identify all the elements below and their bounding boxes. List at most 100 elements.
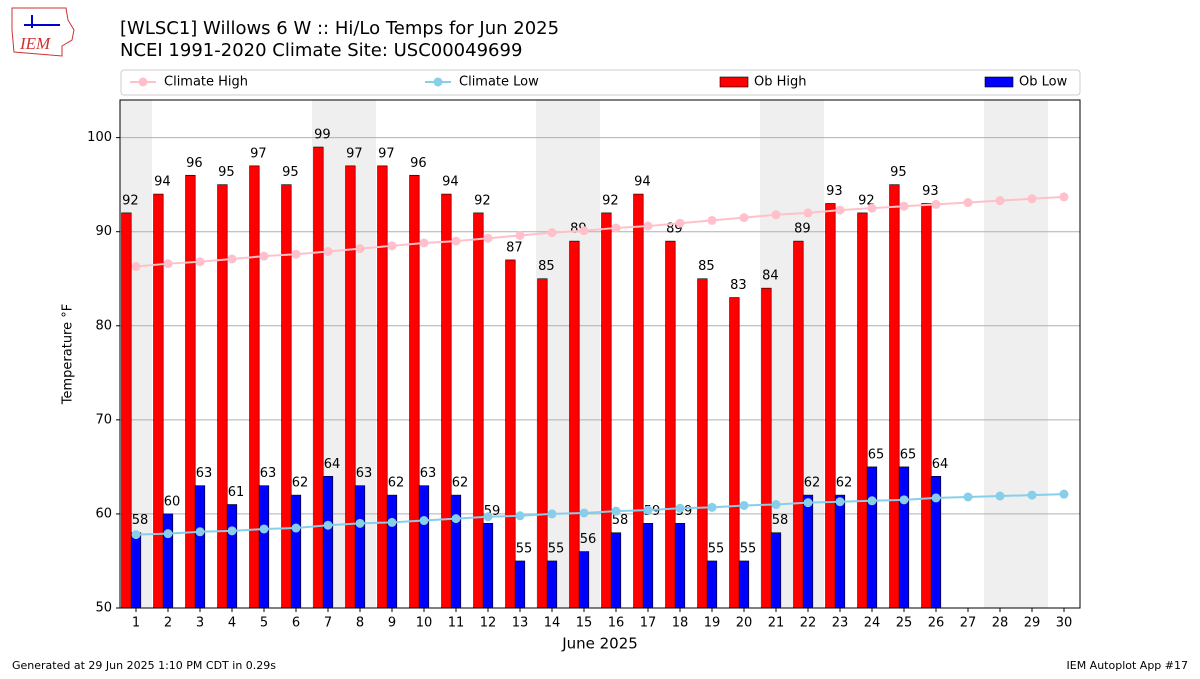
line-marker <box>387 517 397 527</box>
plot-frame <box>119 99 1081 609</box>
legend-swatch <box>719 76 749 88</box>
x-tick-label: 27 <box>960 616 977 631</box>
line-marker <box>611 223 621 233</box>
x-tick-label: 24 <box>864 616 881 631</box>
data-label: 83 <box>730 278 747 293</box>
bar <box>473 212 484 609</box>
legend-label: Climate High <box>164 75 248 90</box>
data-label: 62 <box>452 476 469 491</box>
line-marker <box>611 506 621 516</box>
data-label: 93 <box>826 184 843 199</box>
bar <box>409 174 420 609</box>
y-tick-label: 80 <box>95 318 112 333</box>
line-marker <box>323 246 333 256</box>
line-marker <box>579 226 589 236</box>
bar <box>738 560 750 609</box>
bar <box>313 146 324 609</box>
line-marker <box>451 236 461 246</box>
line-marker <box>707 215 717 225</box>
legend <box>120 69 1081 96</box>
data-label: 63 <box>196 466 213 481</box>
line-marker <box>963 492 973 502</box>
bar <box>642 523 654 609</box>
x-tick-label: 12 <box>480 616 497 631</box>
line <box>135 493 1065 536</box>
line-marker <box>707 502 717 512</box>
bar <box>729 297 740 609</box>
line-marker <box>995 196 1005 206</box>
footer-left: Generated at 29 Jun 2025 1:10 PM CDT in … <box>12 659 276 672</box>
x-tick-label: 29 <box>1024 616 1041 631</box>
bar <box>121 212 132 609</box>
data-label: 62 <box>292 476 309 491</box>
bar <box>217 184 228 609</box>
line-marker <box>259 251 269 261</box>
bar <box>834 494 846 609</box>
bar <box>322 475 334 609</box>
bar <box>802 494 814 609</box>
x-tick-label: 14 <box>544 616 561 631</box>
data-label: 92 <box>474 193 491 208</box>
line-marker <box>739 500 749 510</box>
y-tick-label: 100 <box>87 130 112 145</box>
line-marker <box>323 520 333 530</box>
line-marker <box>1027 490 1037 500</box>
line-marker <box>419 516 429 526</box>
data-label: 87 <box>506 240 523 255</box>
x-tick-label: 26 <box>928 616 945 631</box>
data-label: 92 <box>602 193 619 208</box>
data-label: 58 <box>772 513 789 528</box>
data-label: 58 <box>132 513 149 528</box>
line-marker <box>131 530 141 540</box>
x-tick-label: 4 <box>228 616 236 631</box>
line-marker <box>451 514 461 524</box>
line-marker <box>515 511 525 521</box>
data-label: 85 <box>538 259 555 274</box>
bar <box>537 278 548 609</box>
data-label: 55 <box>548 541 565 556</box>
y-tick-label: 70 <box>95 412 112 427</box>
line-marker <box>259 524 269 534</box>
line-marker <box>899 495 909 505</box>
bar <box>665 240 676 609</box>
line-marker <box>1059 192 1069 202</box>
bar <box>386 494 398 609</box>
x-tick-label: 22 <box>800 616 817 631</box>
line-marker <box>131 262 141 272</box>
data-label: 94 <box>154 175 171 190</box>
bar <box>866 466 878 609</box>
bar <box>633 193 644 609</box>
data-label: 55 <box>708 541 725 556</box>
legend-label: Ob Low <box>1019 75 1068 90</box>
data-label: 55 <box>516 541 533 556</box>
line-marker <box>963 198 973 208</box>
data-label: 56 <box>580 532 597 547</box>
data-label: 85 <box>698 259 715 274</box>
data-label: 95 <box>282 165 299 180</box>
line-marker <box>227 254 237 264</box>
x-tick-label: 11 <box>448 616 465 631</box>
data-label: 65 <box>868 447 885 462</box>
x-tick-label: 15 <box>576 616 593 631</box>
line-marker <box>931 199 941 209</box>
bar <box>418 485 430 609</box>
line-marker <box>163 259 173 269</box>
bar <box>706 560 718 609</box>
line-marker <box>675 218 685 228</box>
data-label: 61 <box>228 485 245 500</box>
line-marker <box>675 503 685 513</box>
weekend-shade <box>984 100 1016 608</box>
x-tick-label: 21 <box>768 616 785 631</box>
bar <box>185 174 196 609</box>
data-label: 55 <box>740 541 757 556</box>
line-marker <box>547 509 557 519</box>
data-label: 65 <box>900 447 917 462</box>
bar <box>281 184 292 609</box>
line-marker <box>579 508 589 518</box>
bar <box>601 212 612 609</box>
bar <box>450 494 462 609</box>
chart-title: [WLSC1] Willows 6 W :: Hi/Lo Temps for J… <box>120 18 559 39</box>
line-marker <box>291 523 301 533</box>
x-tick-label: 25 <box>896 616 913 631</box>
line-marker <box>291 249 301 259</box>
